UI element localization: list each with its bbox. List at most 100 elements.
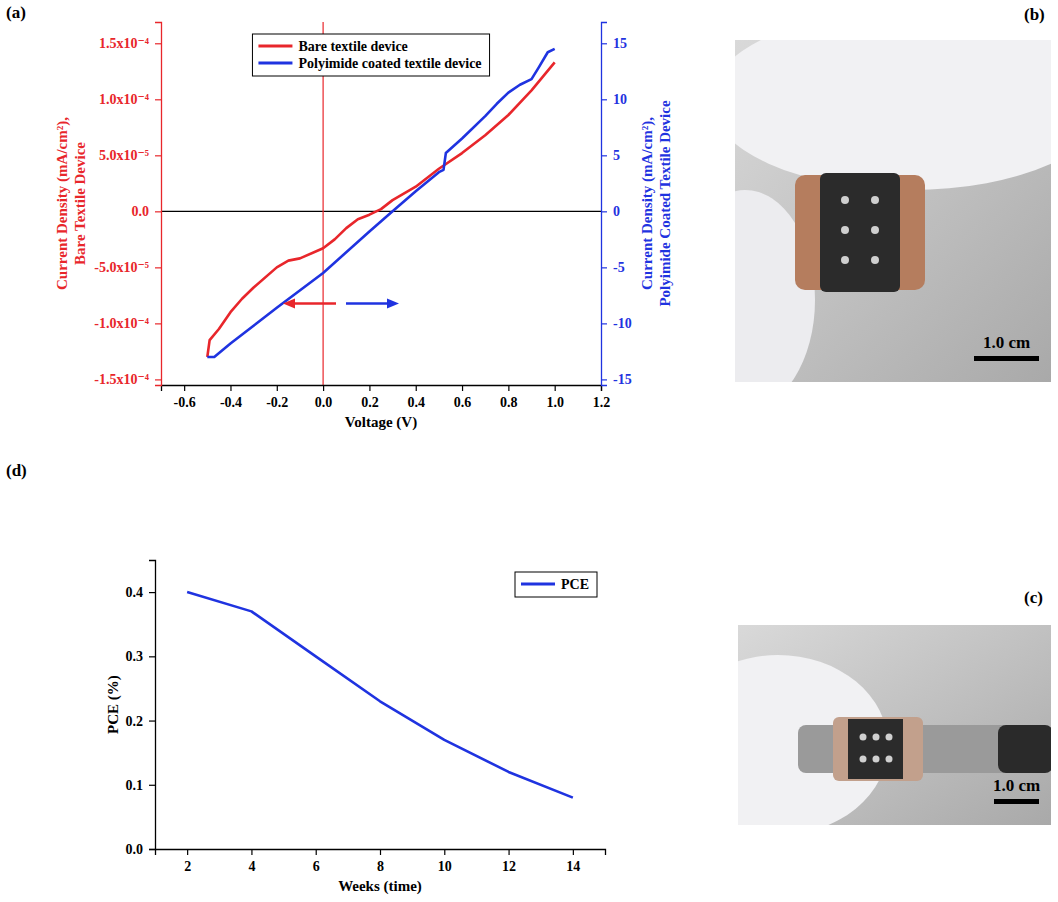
tick: 8 <box>377 849 384 874</box>
tick-label: 0.4 <box>126 585 144 600</box>
tick-label: 0.0 <box>315 395 333 410</box>
chart-panel: (d)24681012140.00.10.20.30.4Weeks (time)… <box>6 461 606 895</box>
reference-line <box>161 211 601 212</box>
legend-item: PCE <box>521 577 589 592</box>
panel-label: (c) <box>1024 588 1043 607</box>
tick: 0.4 <box>126 585 156 600</box>
tick-mark <box>462 385 463 391</box>
y2-axis: -15-10-5051015 <box>601 23 632 388</box>
axis-line <box>155 23 162 386</box>
tick-mark <box>601 323 607 324</box>
tick: -1.5x10⁻⁴ <box>94 372 161 387</box>
scale-bar-label: 1.0 cm <box>993 776 1040 795</box>
tick-mark <box>187 849 188 855</box>
tick-mark <box>155 323 161 324</box>
axis-title: Current Density (mA/cm²), <box>54 117 71 290</box>
tick-mark <box>251 849 252 855</box>
tick: 1.0x10⁻⁴ <box>99 92 161 107</box>
axis-line <box>156 850 606 856</box>
scale-bar <box>974 356 1039 361</box>
textile-edge <box>833 717 923 781</box>
tick-label: -0.6 <box>174 395 196 410</box>
panel-label: (a) <box>6 3 26 22</box>
tick-mark <box>149 849 155 850</box>
tick-mark <box>601 43 607 44</box>
x-axis: -0.6-0.4-0.20.00.20.40.60.81.01.2 <box>162 385 611 410</box>
y-axis: -1.5x10⁻⁴-1.0x10⁻⁴-5.0x10⁻⁵0.05.0x10⁻⁵1.… <box>94 23 161 388</box>
tick-label: 1.2 <box>593 395 611 410</box>
tick: 6 <box>313 849 320 874</box>
tick-mark <box>155 43 161 44</box>
tick-label: 0.0 <box>126 842 144 857</box>
tick: 0.2 <box>126 714 156 729</box>
contact <box>873 756 880 763</box>
contact <box>841 226 849 234</box>
tick: -0.4 <box>220 385 242 410</box>
tick-label: 0.2 <box>361 395 379 410</box>
tick-label: 0 <box>613 204 620 219</box>
tick-label: -1.0x10⁻⁴ <box>94 316 150 331</box>
photo-panel: (b)1.0 cm <box>675 5 1058 410</box>
tick-mark <box>380 849 381 855</box>
tick-mark <box>155 211 161 212</box>
tick-label: 1.0 <box>546 395 564 410</box>
tick: 5.0x10⁻⁵ <box>99 148 161 163</box>
axis-title: PCE (%) <box>105 675 122 734</box>
tick: 5 <box>601 148 620 163</box>
contact <box>886 734 893 741</box>
contact <box>860 756 867 763</box>
tick: 15 <box>601 36 627 51</box>
tick: -0.6 <box>174 385 196 410</box>
tick-mark <box>149 785 155 786</box>
legend-label: Polyimide coated textile device <box>298 56 481 71</box>
tick: 0.2 <box>361 385 379 410</box>
tick-label: 5 <box>613 148 620 163</box>
tick: 0.0 <box>315 385 333 410</box>
tick-mark <box>149 592 155 593</box>
photo <box>738 625 1051 825</box>
legend-label: PCE <box>561 577 589 592</box>
tick-mark <box>601 99 607 100</box>
panel-label: (d) <box>6 461 27 480</box>
tick-mark <box>155 99 161 100</box>
tick-mark <box>184 385 185 391</box>
tick: 2 <box>184 849 191 874</box>
tick-mark <box>149 656 155 657</box>
panel-label: (b) <box>1024 5 1045 24</box>
legend-swatch <box>258 45 292 48</box>
figure: (a)-0.6-0.4-0.20.00.20.40.60.81.01.2-1.5… <box>0 0 1058 902</box>
plot-area <box>161 22 601 385</box>
arrow-head <box>387 299 399 309</box>
tick: -5 <box>601 260 625 275</box>
tick: 1.5x10⁻⁴ <box>99 36 161 51</box>
tick-mark <box>416 385 417 391</box>
tick-label: -15 <box>613 372 632 387</box>
legend-frame <box>515 572 597 597</box>
tick-label: 12 <box>502 859 516 874</box>
arrow <box>291 302 336 305</box>
tick-mark <box>508 849 509 855</box>
tick-mark <box>601 155 607 156</box>
arrow-head <box>283 299 295 309</box>
tick-label: -5 <box>613 260 625 275</box>
contact <box>841 196 849 204</box>
axis-line <box>162 386 602 392</box>
axis-line <box>149 561 156 850</box>
tick-mark <box>230 385 231 391</box>
textile <box>820 173 900 292</box>
tick-mark <box>555 385 556 391</box>
tick-label: -5.0x10⁻⁵ <box>94 260 149 275</box>
chart-panel: (a)-0.6-0.4-0.20.00.20.40.60.81.01.2-1.5… <box>6 3 673 431</box>
legend-swatch <box>258 62 292 65</box>
tick-label: 10 <box>438 859 452 874</box>
tick: 10 <box>601 92 627 107</box>
tick-mark <box>316 849 317 855</box>
tick-label: 10 <box>613 92 627 107</box>
tick-label: 0.2 <box>126 714 144 729</box>
contact <box>871 196 879 204</box>
tick-label: -1.5x10⁻⁴ <box>94 372 150 387</box>
contact <box>841 256 849 264</box>
tick-label: 8 <box>377 859 384 874</box>
legend: Bare textile devicePolyimide coated text… <box>252 34 489 76</box>
tick: 0.3 <box>126 649 156 664</box>
